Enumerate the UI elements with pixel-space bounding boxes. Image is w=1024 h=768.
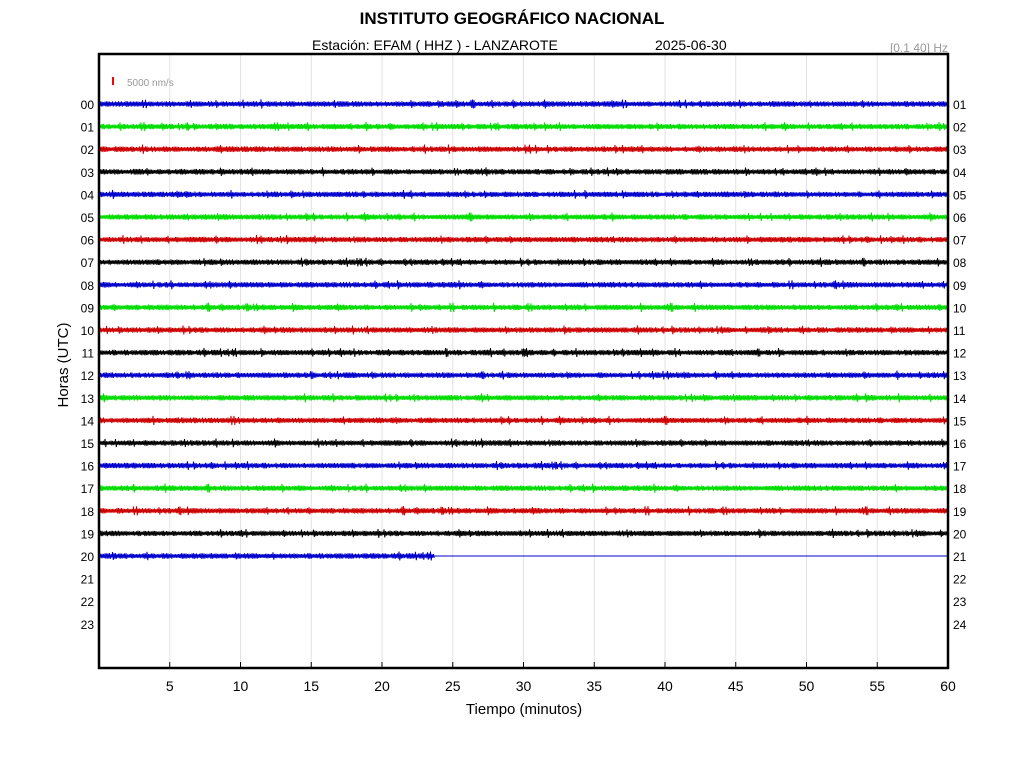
y-tick-label-left: 06: [81, 234, 95, 248]
y-tick-label-right: 15: [953, 414, 967, 428]
y-tick-label-left: 14: [81, 414, 95, 428]
y-tick-label-left: 02: [81, 143, 95, 157]
x-axis-label: Tiempo (minutos): [466, 701, 582, 718]
trace-hour-05: [98, 212, 950, 222]
y-tick-label-right: 17: [953, 460, 967, 474]
station-label: Estación: EFAM ( HHZ ) - LANZAROTE: [312, 37, 558, 53]
y-tick-label-right: 08: [953, 256, 967, 270]
trace-hour-07: [98, 257, 950, 267]
y-tick-label-left: 18: [81, 505, 95, 519]
trace-hour-20: [98, 551, 435, 561]
page-title: INSTITUTO GEOGRÁFICO NACIONAL: [359, 9, 665, 28]
y-tick-label-left: 04: [81, 188, 95, 202]
trace-hour-03: [98, 167, 950, 177]
x-tick-label: 25: [445, 678, 461, 694]
x-tick-label: 50: [799, 678, 815, 694]
y-tick-label-right: 06: [953, 211, 967, 225]
x-tick-label: 10: [233, 678, 249, 694]
y-tick-label-left: 07: [81, 256, 95, 270]
filter-label: [0.1 40] Hz: [889, 41, 948, 55]
y-tick-label-left: 23: [81, 618, 95, 632]
x-tick-label: 60: [940, 678, 956, 694]
x-tick-label: 15: [303, 678, 319, 694]
y-tick-label-right: 19: [953, 505, 967, 519]
y-tick-label-left: 15: [81, 437, 95, 451]
y-tick-label-right: 13: [953, 369, 967, 383]
trace-hour-09: [98, 302, 950, 313]
y-tick-label-left: 13: [81, 392, 95, 406]
y-tick-label-right: 20: [953, 527, 967, 541]
trace-hour-04: [98, 189, 950, 199]
trace-hour-15: [98, 438, 950, 448]
y-tick-label-right: 05: [953, 188, 967, 202]
x-tick-label: 20: [374, 678, 390, 694]
y-tick-label-right: 24: [953, 618, 967, 632]
y-tick-label-left: 19: [81, 527, 95, 541]
x-tick-label: 35: [586, 678, 602, 694]
trace-hour-08: [98, 280, 950, 290]
y-tick-label-right: 10: [953, 301, 967, 315]
trace-hour-13: [98, 393, 950, 403]
y-tick-label-left: 11: [82, 347, 95, 361]
scale-bar: [112, 77, 114, 85]
x-tick-label: 5: [166, 678, 174, 694]
y-axis-label: Horas (UTC): [55, 322, 72, 407]
y-tick-label-right: 23: [953, 595, 967, 609]
x-tick-label: 55: [869, 678, 885, 694]
x-tick-labels: 5 10 15 20 25 30 35 40 45 50 55 60: [166, 678, 956, 694]
y-tick-label-right: 22: [953, 573, 967, 587]
y-tick-label-left: 17: [81, 482, 95, 496]
y-tick-label-left: 09: [81, 301, 95, 315]
scale-label: 5000 nm/s: [127, 78, 174, 89]
y-tick-label-right: 12: [953, 347, 967, 361]
y-tick-label-left: 03: [81, 166, 95, 180]
y-tick-label-left: 16: [81, 460, 95, 474]
y-tick-label-right: 02: [953, 121, 967, 135]
trace-hour-00: [98, 99, 950, 109]
y-tick-label-right: 09: [953, 279, 967, 293]
seismogram-traces: [98, 99, 950, 561]
y-tick-label-left: 21: [81, 573, 95, 587]
trace-hour-06: [98, 234, 950, 245]
y-tick-label-left: 05: [81, 211, 95, 225]
y-tick-label-right: 04: [953, 166, 967, 180]
trace-hour-19: [98, 528, 950, 539]
grid-lines: [169, 54, 949, 668]
y-tick-labels-right: 01 02 03 04 05 06 07 08 09 10 11 12 13 14 15 16 17 18 19 20…: [953, 98, 967, 632]
y-tick-label-right: 16: [953, 437, 967, 451]
y-tick-label-left: 20: [81, 550, 95, 564]
y-tick-label-right: 03: [953, 143, 967, 157]
trace-hour-18: [98, 506, 950, 516]
x-tick-label: 30: [516, 678, 532, 694]
y-tick-label-right: 07: [953, 234, 967, 248]
scale-indicator: 5000 nm/s: [112, 77, 174, 89]
y-tick-label-left: 12: [81, 369, 95, 383]
y-tick-label-right: 01: [953, 98, 967, 112]
y-tick-label-left: 08: [81, 279, 95, 293]
y-tick-label-left: 00: [81, 98, 95, 112]
trace-hour-16: [98, 461, 950, 471]
trace-hour-02: [98, 144, 950, 154]
y-tick-label-left: 01: [81, 121, 95, 135]
trace-hour-17: [98, 483, 950, 493]
y-tick-labels-left: 00 01 02 03 04 05 06 07 08 09 10 11 12 13 14 15 16 17 18 19…: [81, 98, 95, 632]
trace-hour-01: [98, 121, 950, 132]
date-label: 2025-06-30: [655, 37, 727, 53]
y-tick-label-left: 10: [81, 324, 95, 338]
y-tick-label-right: 21: [953, 550, 967, 564]
x-tick-label: 40: [657, 678, 673, 694]
y-tick-label-right: 11: [953, 324, 966, 338]
plot-frame: [97, 52, 950, 670]
trace-hour-11: [98, 347, 950, 358]
y-tick-label-right: 18: [953, 482, 967, 496]
y-tick-label-right: 14: [953, 392, 967, 406]
trace-hour-14: [98, 415, 950, 425]
trace-hour-10: [98, 325, 950, 335]
y-tick-label-left: 22: [81, 595, 95, 609]
x-tick-label: 45: [728, 678, 744, 694]
trace-hour-12: [98, 370, 950, 380]
